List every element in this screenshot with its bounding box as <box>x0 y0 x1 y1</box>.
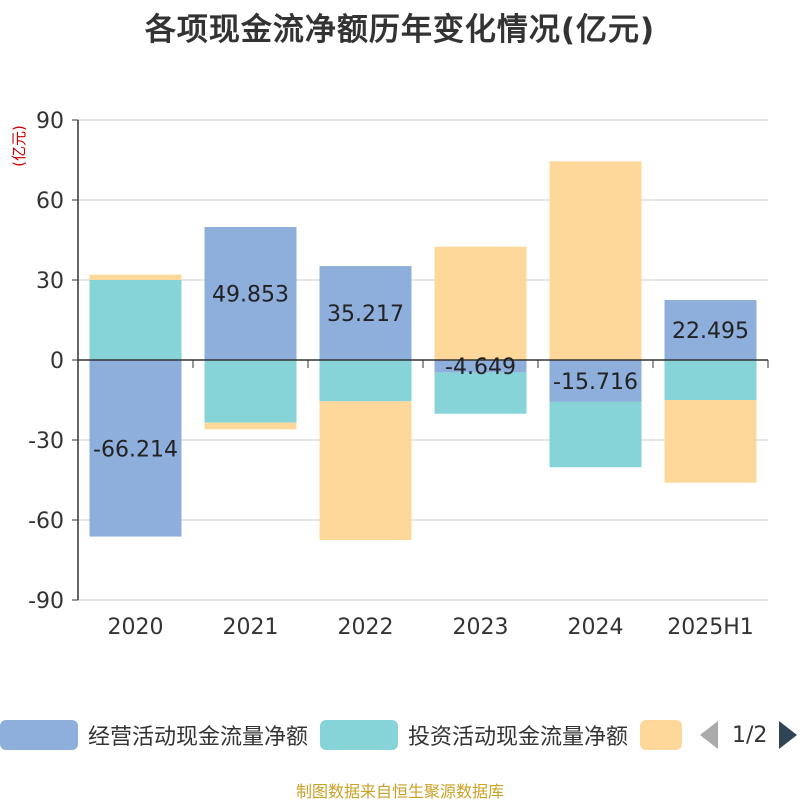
bar-financing-2022 <box>319 401 412 540</box>
bar-financing-2020 <box>89 274 182 280</box>
bar-operating-2021 <box>204 227 297 360</box>
bar-investing-2020 <box>89 280 182 360</box>
bar-financing-2025H1 <box>664 400 757 483</box>
y-tick-label: -60 <box>28 509 64 534</box>
legend-label-operating: 经营活动现金流量净额 <box>88 725 309 750</box>
legend-prev-page-icon[interactable] <box>700 721 718 749</box>
bar-operating-2022 <box>319 266 412 360</box>
y-tick-label: 0 <box>50 349 64 374</box>
legend-item-financing[interactable] <box>640 718 682 752</box>
y-tick-label: 30 <box>36 269 64 294</box>
legend-item-investing[interactable]: 投资活动现金流量净额 <box>320 718 628 752</box>
x-tick-label: 2020 <box>108 615 164 640</box>
x-tick-label: 2021 <box>223 615 279 640</box>
data-label: 49.853 <box>212 283 289 308</box>
chart-title: 各项现金流净额历年变化情况(亿元) <box>144 12 656 48</box>
y-axis-unit-label: (亿元) <box>10 125 28 167</box>
bar-financing-2021 <box>204 422 297 430</box>
data-label: -4.649 <box>445 355 516 380</box>
y-tick-label: 90 <box>36 109 64 134</box>
bar-investing-2024 <box>549 401 642 468</box>
data-label: 35.217 <box>327 302 404 327</box>
legend-page-indicator: 1/2 <box>732 722 768 748</box>
bar-investing-2023 <box>434 372 527 414</box>
legend-swatch-operating <box>0 720 78 750</box>
data-source-note: 制图数据来自恒生聚源数据库 <box>295 782 504 801</box>
data-label: 22.495 <box>672 319 749 344</box>
x-tick-label: 2024 <box>568 615 624 640</box>
x-tick-label: 2022 <box>338 615 394 640</box>
data-label: -15.716 <box>553 370 638 395</box>
bar-financing-2023 <box>434 246 527 360</box>
y-tick-label: -30 <box>28 429 64 454</box>
y-tick-label: -90 <box>28 589 64 614</box>
x-tick-label: 2023 <box>453 615 509 640</box>
x-tick-label: 2025H1 <box>667 615 754 640</box>
y-tick-label: 60 <box>36 189 64 214</box>
bar-investing-2021 <box>204 360 297 423</box>
legend-swatch-investing <box>320 720 398 750</box>
bar-operating-2020 <box>89 360 182 537</box>
bar-operating-2024 <box>549 360 642 402</box>
bar-operating-2025H1 <box>664 300 757 360</box>
legend-item-operating[interactable]: 经营活动现金流量净额 <box>0 718 308 752</box>
data-label: -66.214 <box>93 437 178 462</box>
bar-investing-2025H1 <box>664 360 757 400</box>
legend-next-page-icon[interactable] <box>779 721 798 749</box>
bar-financing-2024 <box>549 161 642 360</box>
legend-label-investing: 投资活动现金流量净额 <box>408 725 629 750</box>
bar-operating-2023 <box>434 360 527 373</box>
legend-pager: 1/2 <box>700 718 798 752</box>
bar-investing-2022 <box>319 360 412 402</box>
legend-swatch-financing <box>640 720 682 750</box>
